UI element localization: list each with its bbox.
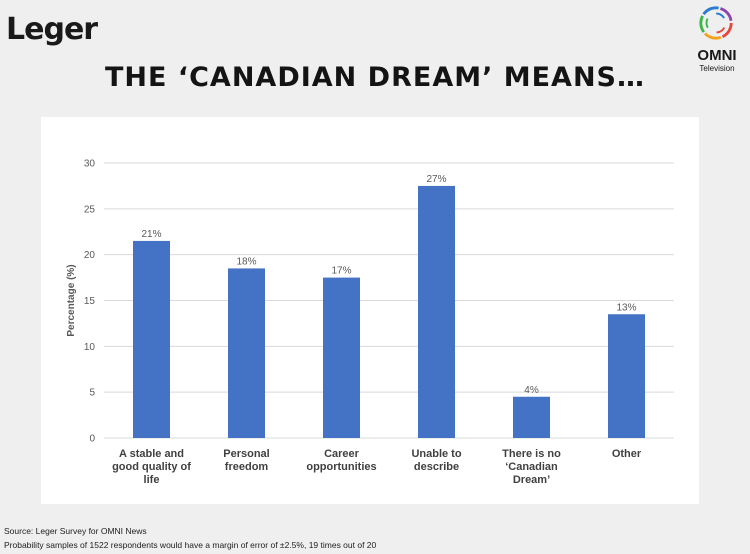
y-tick-label: 20 [84,250,96,261]
bar [418,185,455,438]
bar [513,396,550,438]
leger-logo: Leger [6,12,98,47]
margin-note: Probability samples of 1522 respondents … [4,540,377,550]
omni-ring-icon [699,6,733,40]
x-tick-label: Career opportunities [306,448,376,473]
y-tick-label: 25 [84,204,96,215]
y-tick-label: 10 [84,342,96,353]
bar [608,314,645,438]
x-tick-label: Unable to describe [411,448,461,473]
data-label: 17% [331,266,351,277]
data-label: 13% [616,302,636,313]
bar [323,277,360,438]
y-axis-label: Percentage (%) [66,264,77,336]
x-tick-label: A stable and good quality of life [112,448,191,486]
data-label: 4% [524,385,539,396]
y-tick-label: 0 [89,434,95,445]
data-label: 21% [141,229,161,240]
x-tick-label: Personal freedom [223,448,269,473]
omni-name: OMNI [697,47,737,64]
bar [228,268,265,438]
data-label: 27% [426,174,446,185]
chart-panel: 0 5 10 15 20 25 30 Percentage (%) 21% A stable an… [41,117,699,504]
y-tick-label: 30 [84,159,96,170]
data-label: 18% [236,256,256,267]
x-tick-label: There is no ‘Canadian Dream’ [502,448,561,486]
omni-subtitle: Television [699,64,735,73]
page-title: THE ‘CANADIAN DREAM’ MEANS… [105,62,645,93]
x-tick-label: Other [612,448,642,460]
omni-logo: OMNI Television [692,4,742,76]
y-tick-label: 15 [84,296,96,307]
bar-chart: 0 5 10 15 20 25 30 Percentage (%) 21% A stable an… [66,159,674,486]
y-tick-label: 5 [89,388,95,399]
bar [133,240,170,438]
source-note: Source: Leger Survey for OMNI News [4,526,147,536]
